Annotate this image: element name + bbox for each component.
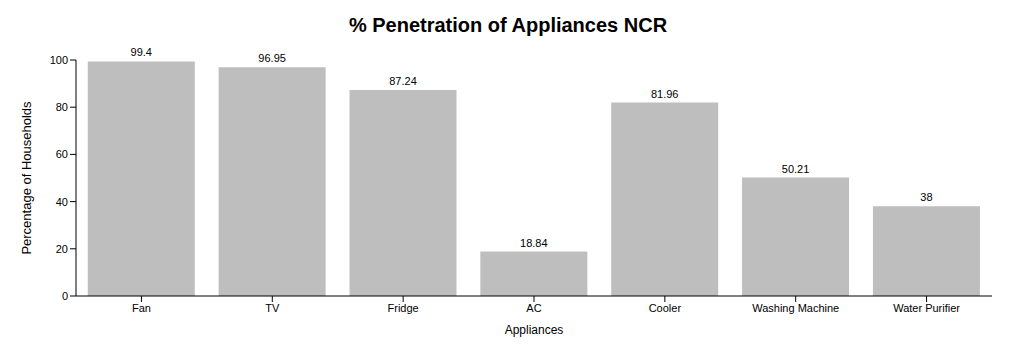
svg-text:81.96: 81.96	[651, 88, 679, 100]
svg-text:18.84: 18.84	[520, 237, 548, 249]
svg-text:20: 20	[56, 243, 68, 255]
svg-text:Fridge: Fridge	[388, 302, 419, 314]
svg-text:80: 80	[56, 101, 68, 113]
svg-text:96.95: 96.95	[258, 52, 286, 64]
svg-text:60: 60	[56, 148, 68, 160]
svg-text:100: 100	[50, 54, 68, 66]
html-text:% Penetration of Appliances NC: % Penetration of Appliances NCR	[348, 14, 668, 36]
svg-text:40: 40	[56, 196, 68, 208]
svg-text:50.21: 50.21	[782, 163, 810, 175]
svg-text:AC: AC	[526, 302, 541, 314]
svg-text:Washing Machine: Washing Machine	[752, 302, 839, 314]
svg-text:87.24: 87.24	[389, 75, 417, 87]
svg-text:TV: TV	[265, 302, 280, 314]
svg-text:Appliances: Appliances	[505, 323, 564, 337]
svg-text:Water Purifier: Water Purifier	[893, 302, 960, 314]
svg-text:Fan: Fan	[132, 302, 151, 314]
svg-text:99.4: 99.4	[131, 46, 152, 58]
svg-text:38: 38	[920, 191, 932, 203]
svg-text:Cooler: Cooler	[649, 302, 682, 314]
svg-text:0: 0	[62, 290, 68, 302]
svg-text:Percentage of Households: Percentage of Households	[19, 101, 34, 255]
